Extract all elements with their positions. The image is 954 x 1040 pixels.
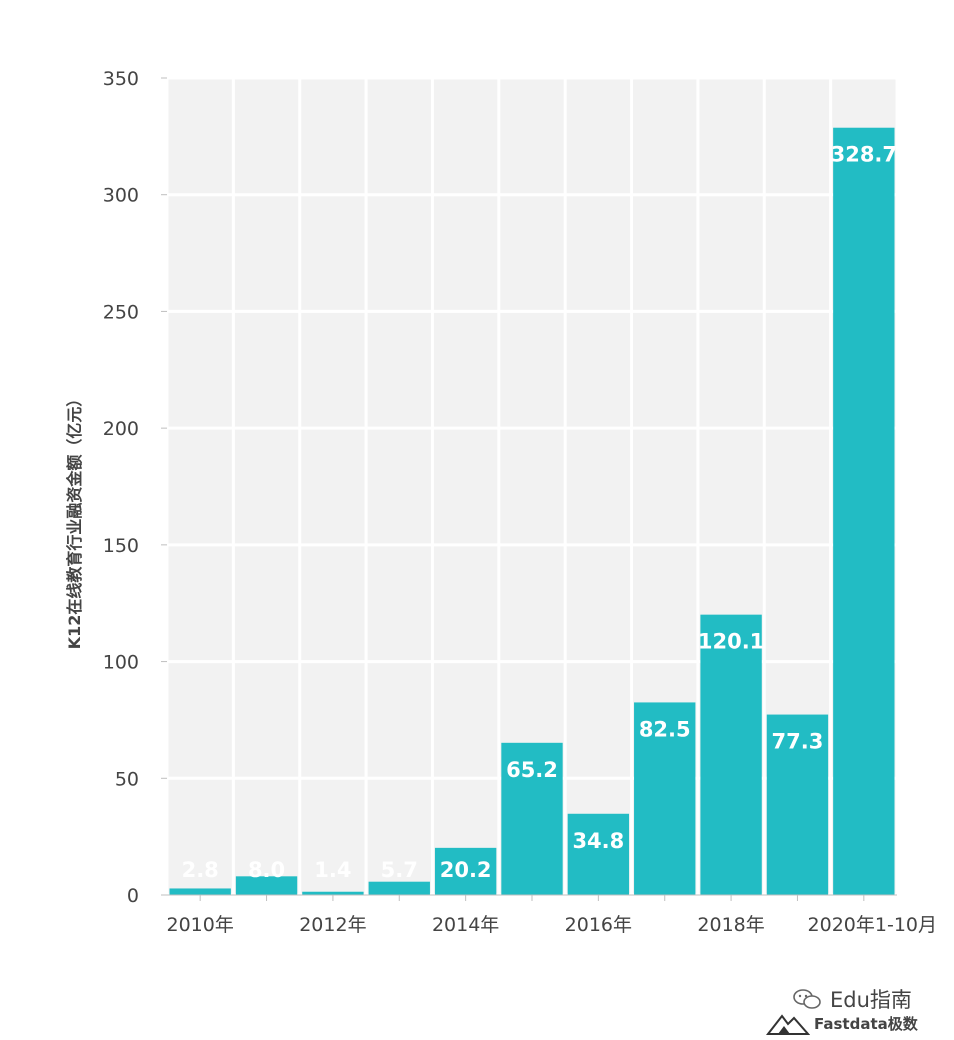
- x-tick-label: 2010年: [167, 914, 234, 936]
- y-tick-label: 350: [103, 68, 139, 90]
- fastdata-logo: [765, 1010, 811, 1036]
- brand-watermark: Fastdata极数: [765, 1010, 918, 1036]
- data-labels: 2.8 8.0 1.4 5.7 20.2 65.2 34.8 82.5 120.1 77.3 328…: [182, 143, 897, 882]
- data-label: 34.8: [572, 829, 624, 853]
- x-axis-ticks: 2010年 2012年 2014年 2016年 2018年 2020年1-10月: [167, 895, 937, 936]
- wechat-account-label: Edu指南: [830, 988, 912, 1012]
- y-tick-label: 150: [103, 535, 139, 557]
- x-tick-label: 2018年: [697, 914, 764, 936]
- bar: [567, 813, 630, 895]
- data-label: 82.5: [639, 717, 691, 741]
- y-axis-label: K12在线教育行业融资金额（亿元）: [65, 391, 84, 650]
- data-label: 65.2: [506, 758, 558, 782]
- bar: [634, 702, 696, 895]
- bars: [169, 127, 895, 896]
- bar: [434, 847, 497, 895]
- data-label: 5.7: [381, 858, 418, 882]
- data-label: 120.1: [698, 630, 764, 654]
- bar: [501, 742, 563, 895]
- data-label: 8.0: [248, 858, 285, 882]
- y-tick-label: 0: [127, 885, 139, 907]
- bar: [833, 127, 895, 896]
- bar: [368, 881, 430, 895]
- y-tick-label: 200: [103, 418, 139, 440]
- bar: [235, 876, 298, 895]
- bar: [169, 888, 231, 895]
- data-label: 20.2: [440, 858, 492, 882]
- y-tick-label: 50: [115, 768, 139, 790]
- x-tick-label: 2020年1-10月: [808, 914, 937, 936]
- x-tick-label: 2012年: [299, 914, 366, 936]
- bar: [700, 614, 762, 895]
- data-label: 2.8: [182, 858, 219, 882]
- wechat-icon: [792, 988, 822, 1010]
- data-label: 328.7: [831, 143, 897, 167]
- grid: [165, 76, 899, 897]
- y-axis-ticks: 0 50 100 150 200 250 300 350: [103, 68, 167, 907]
- wechat-watermark: Edu指南: [792, 984, 912, 1014]
- data-label: 1.4: [314, 858, 351, 882]
- x-tick-label: 2014年: [432, 914, 499, 936]
- y-tick-label: 300: [103, 185, 139, 207]
- bar: [766, 714, 829, 895]
- y-tick-label: 250: [103, 301, 139, 323]
- data-label: 77.3: [772, 730, 824, 754]
- brand-label: Fastdata极数: [814, 1014, 918, 1033]
- bar: [302, 891, 364, 895]
- x-tick-label: 2016年: [565, 914, 632, 936]
- y-tick-label: 100: [103, 652, 139, 674]
